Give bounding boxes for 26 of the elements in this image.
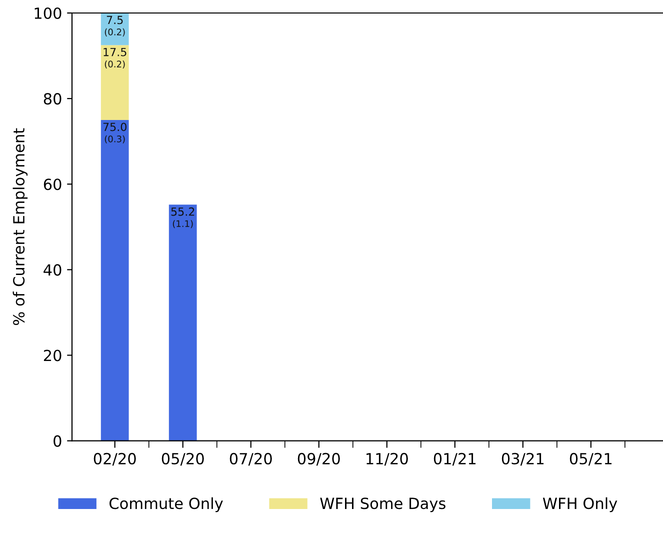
data-label: 55.2 (1.1) [171, 207, 194, 228]
legend-label: Commute Only [110, 497, 223, 512]
y-axis-title: % of Current Employment [12, 128, 28, 326]
y-tick-label: 0 [54, 435, 62, 447]
x-tick-label: 05/20 [162, 452, 204, 466]
bar [100, 120, 129, 441]
y-tick-label: 40 [44, 264, 62, 276]
y-tick-label: 80 [44, 93, 62, 105]
x-tick-label: 02/20 [94, 452, 136, 466]
y-tick-label: 20 [44, 350, 62, 362]
data-label: 7.5 (0.2) [104, 16, 125, 36]
y-tick-label: 60 [44, 178, 62, 190]
x-tick-label: 11/20 [366, 452, 408, 466]
x-tick-label: 05/21 [570, 452, 612, 466]
data-label: 75.0 (0.3) [103, 122, 126, 144]
legend-label: WFH Only [542, 497, 618, 512]
x-tick-label: 07/20 [230, 452, 272, 466]
legend-label: WFH Some Days [320, 498, 446, 512]
y-tick-label: 100 [34, 7, 62, 20]
bar [100, 45, 129, 120]
bar [100, 13, 129, 46]
x-tick-label: 03/21 [502, 452, 544, 466]
bar [168, 204, 197, 441]
x-tick-label: 01/21 [434, 452, 476, 466]
data-label: 17.5 (0.2) [104, 48, 126, 69]
x-tick-label: 09/20 [298, 452, 340, 466]
